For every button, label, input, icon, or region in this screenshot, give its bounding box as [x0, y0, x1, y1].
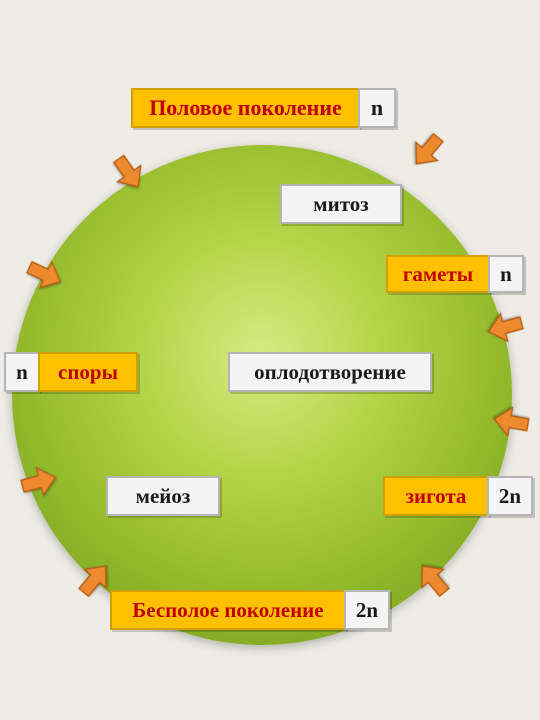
spores: споры [38, 352, 138, 392]
zygote: зигота [383, 476, 489, 516]
fertilization: оплодотворение [228, 352, 432, 392]
arr-top-right [397, 119, 459, 181]
bottom-n: 2n [344, 590, 390, 630]
meiosis: мейоз [106, 476, 220, 516]
arr-right-2 [487, 397, 538, 448]
gametes: гаметы [386, 255, 490, 293]
zygote-n: 2n [487, 476, 533, 516]
spores-n: n [4, 352, 40, 392]
mitosis: митоз [280, 184, 402, 224]
bottom-title: Бесполое поколение [110, 590, 346, 630]
gametes-n: n [488, 255, 524, 293]
top-title: Половое поколение [131, 88, 360, 128]
top-n: n [358, 88, 396, 128]
